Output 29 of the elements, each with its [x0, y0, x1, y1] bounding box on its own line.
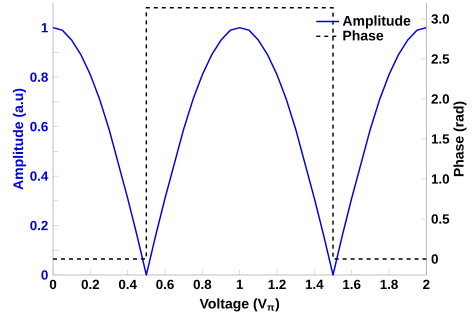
- y2-tick-label: 1.0: [432, 174, 450, 184]
- x-tick-label: 1.2: [268, 280, 286, 290]
- x-tick-label: 0.2: [82, 280, 100, 290]
- x-tick-label: 0: [50, 280, 56, 290]
- y2-tick-label: 2.5: [432, 54, 450, 64]
- x-tick-label: 1.4: [306, 280, 324, 289]
- x-tick-label: 1: [236, 280, 244, 289]
- y2-tick-label: 3.0: [431, 14, 450, 24]
- y-tick-label: 0: [41, 270, 48, 280]
- legend-label: Amplitude: [342, 15, 410, 28]
- y2-tick-label: 1.5: [432, 134, 450, 144]
- x-tick-label: 0.4: [118, 280, 137, 290]
- x-tick-label: 1.8: [380, 280, 398, 290]
- y2-tick-label: 2.0: [432, 94, 450, 104]
- legend-label: Phase: [343, 30, 384, 41]
- x-tick-label: 2: [423, 280, 430, 290]
- x-tick-label: 0.8: [194, 280, 212, 290]
- y2-tick-label: 0: [432, 254, 438, 264]
- y-tick-label: 1: [42, 23, 48, 32]
- y-tick-label: 0.4: [30, 171, 48, 181]
- y2-tick-label: 0.5: [432, 214, 450, 224]
- x-tick-label: 1.6: [343, 280, 360, 290]
- y-tick-label: 0.6: [30, 122, 48, 132]
- y-tick-label: 0.8: [30, 72, 48, 82]
- x-axis-title: Voltage (V$_{π}$): [200, 298, 280, 312]
- x-tick-label: 0.6: [156, 280, 174, 290]
- y-axis-title: Amplitude (a.u): [12, 88, 26, 190]
- y-tick-label: 0.2: [30, 220, 48, 230]
- y2-axis-title: Phase (rad): [453, 102, 466, 176]
